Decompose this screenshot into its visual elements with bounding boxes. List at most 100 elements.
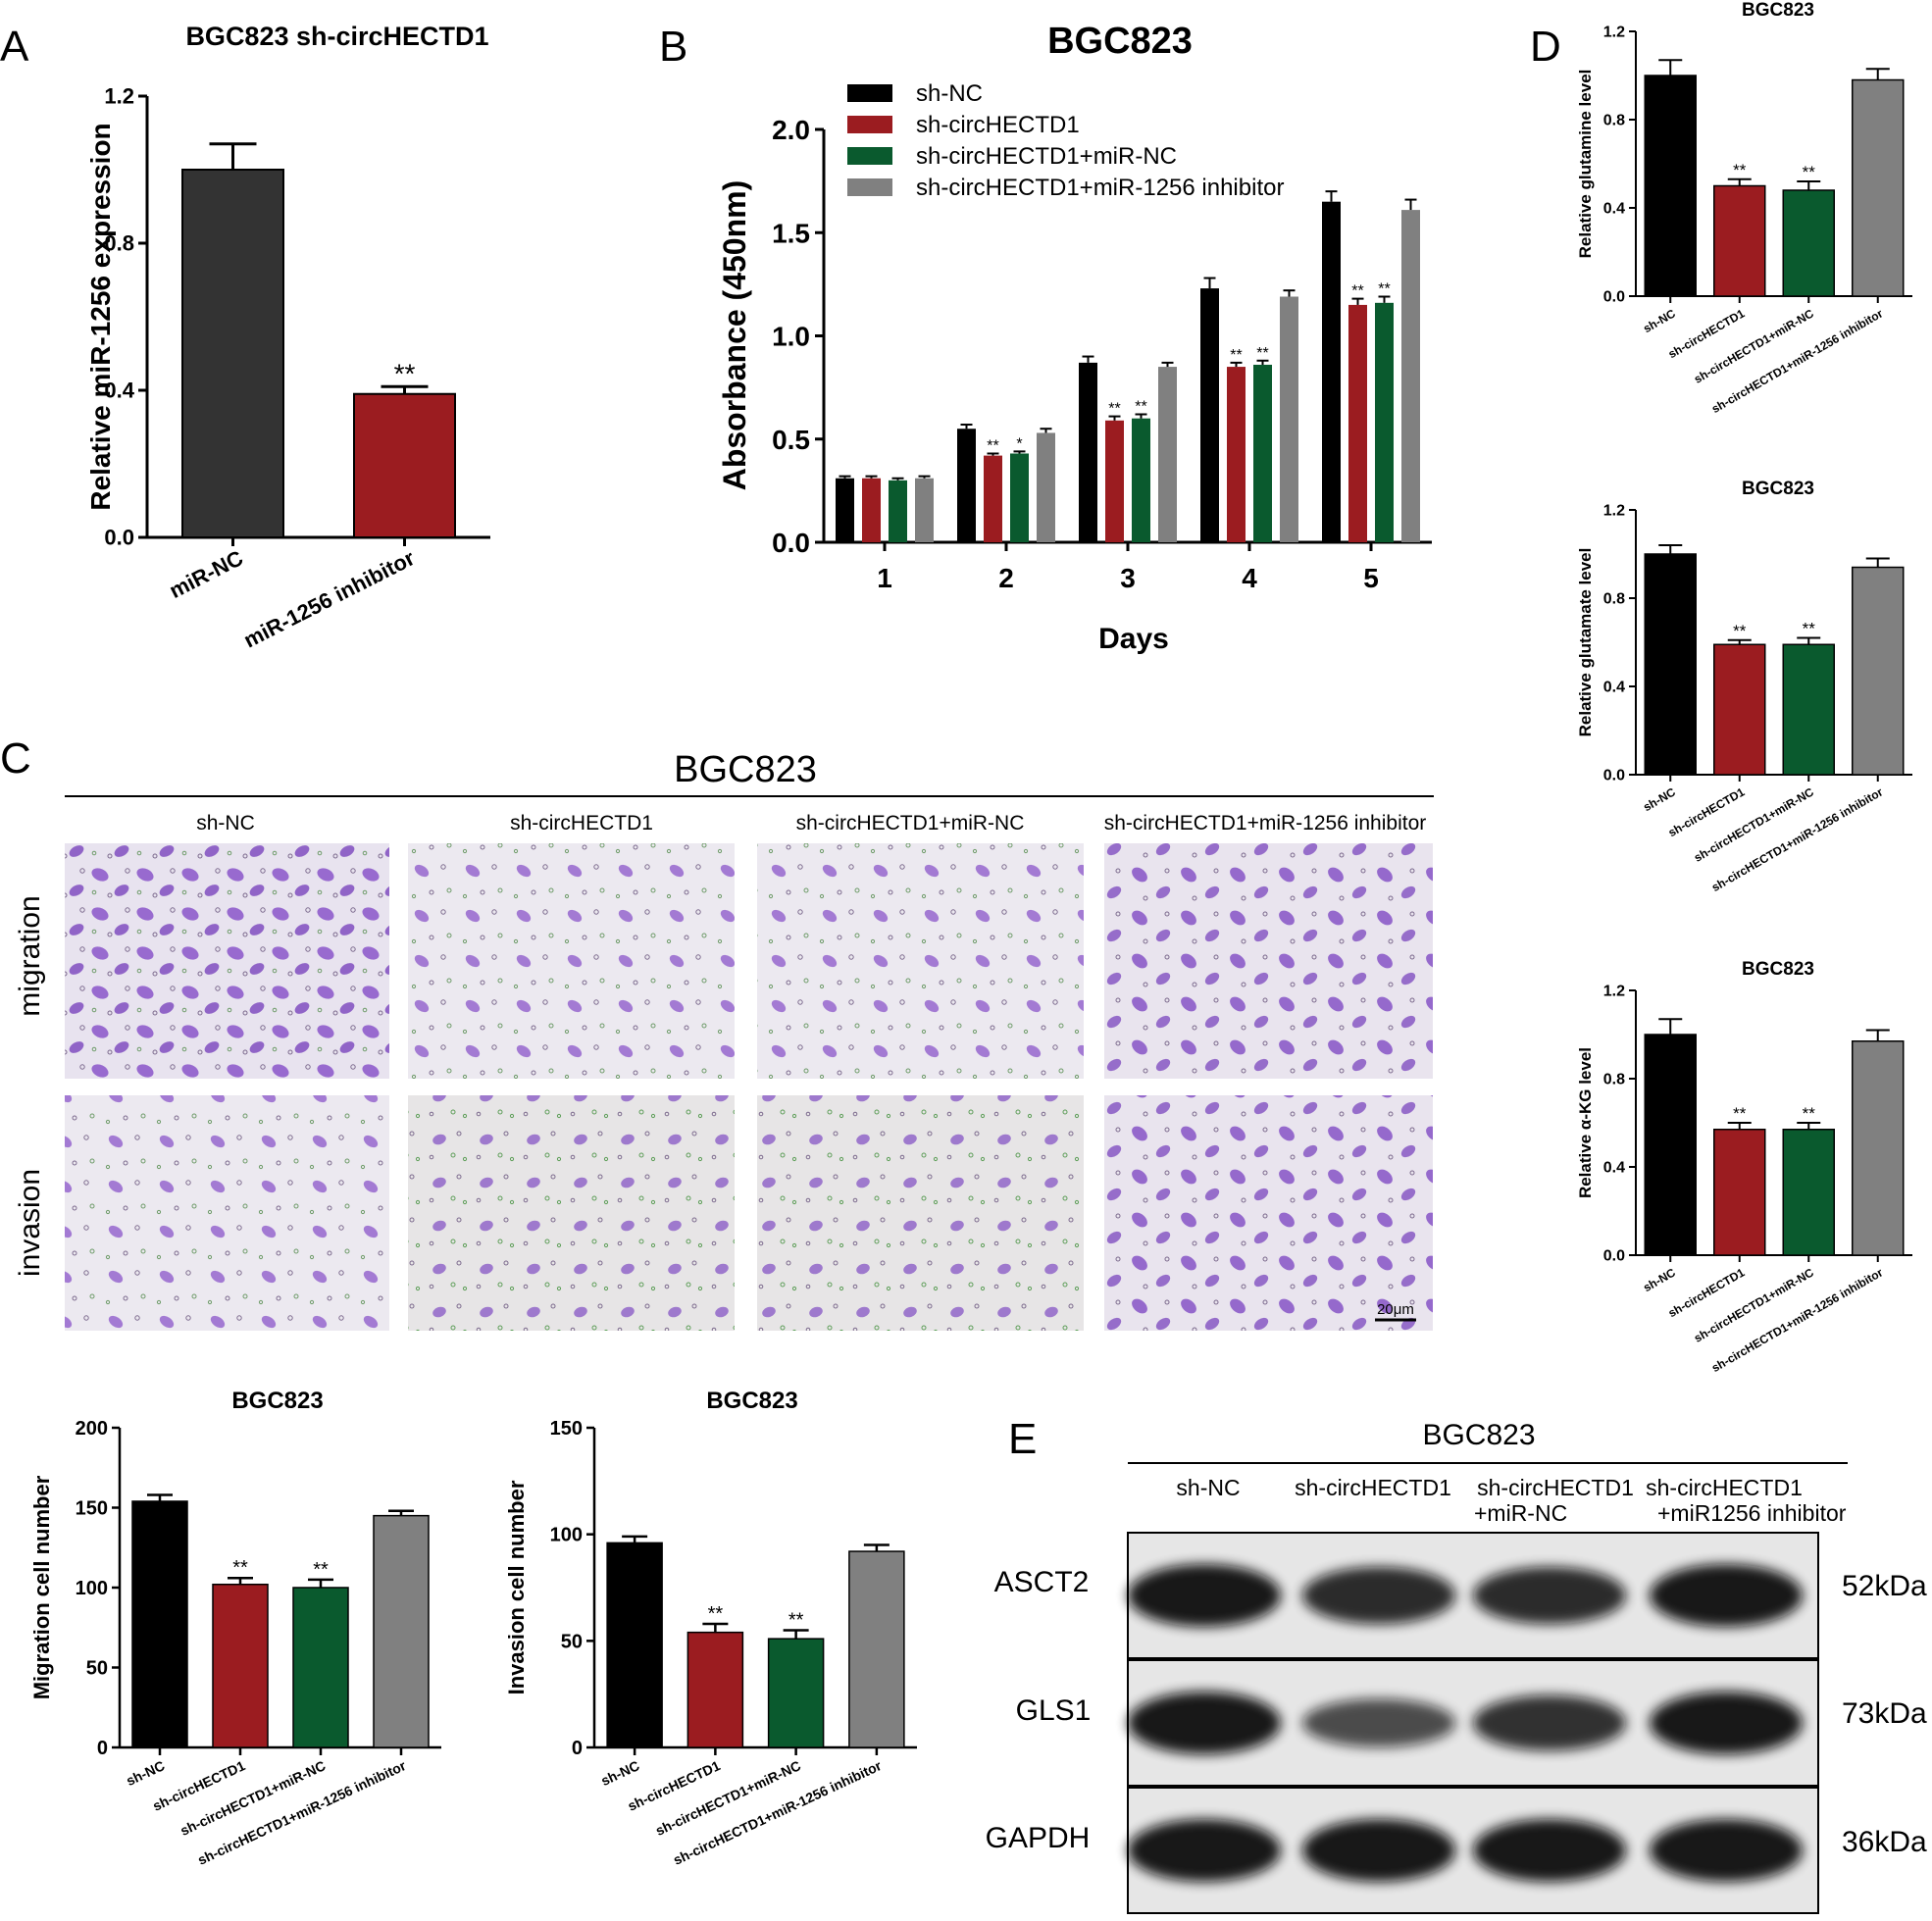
bar-sh-nc: [1644, 1034, 1697, 1256]
legend-label-sh-circhectd1-mir-nc: sh-circHECTD1+miR-NC: [916, 143, 1177, 170]
y-axis-label: Relative miR-1256 expression: [85, 123, 116, 510]
bar-sh-circhectd1-mir-nc-day-2: [1010, 453, 1029, 542]
bar-sh-circhectd1-mir-nc: [1782, 189, 1835, 297]
chart-d-glutamine: BGC823 0.0 0.4 0.8 1.2 Relative glutamine lev…: [1576, 0, 1912, 416]
panel-letter-c: C: [0, 734, 31, 783]
x-tick-label: 3: [1120, 563, 1136, 593]
blot-band-asct2-lane-2: [1302, 1566, 1455, 1625]
bar-sh-circhectd1: [686, 1631, 744, 1748]
y-tick-label: 0.8: [1603, 1072, 1625, 1088]
micrograph-migration-sh-nc: [65, 843, 389, 1079]
bar-sh-circhectd1-mir-1256-inhibitor: [848, 1550, 905, 1748]
bar-sh-circhectd1: [1713, 1129, 1766, 1256]
chart-b-absorbance: BGC823 0.0 0.5 1.0 1.5 2.0 Absorbance (450nm) D…: [717, 21, 1432, 655]
blot-band-gapdh-lane-2: [1302, 1819, 1455, 1882]
legend-label-sh-circhectd1-mir-1256-inhibitor: sh-circHECTD1+miR-1256 inhibitor: [916, 175, 1284, 201]
y-tick-label: 1.2: [1603, 984, 1625, 1000]
y-axis-label: Invasion cell number: [504, 1480, 529, 1694]
y-axis-label: Relative glutamate level: [1576, 548, 1595, 737]
panel-e-title: BGC823: [1422, 1419, 1535, 1451]
significance-marker: **: [1803, 163, 1816, 181]
x-tick-label: 1: [877, 563, 892, 593]
significance-marker: **: [1135, 398, 1146, 415]
chart-title: BGC823: [706, 1388, 797, 1414]
y-tick-label: 0.8: [1603, 113, 1625, 129]
significance-marker: **: [1351, 283, 1363, 300]
y-tick-label: 0.0: [1603, 768, 1625, 784]
y-tick-label: 50: [86, 1658, 108, 1680]
x-tick-label: sh-NC: [1641, 306, 1678, 335]
significance-marker: **: [1803, 1104, 1816, 1123]
bar-sh-nc-day-1: [836, 478, 854, 542]
bar-sh-circhectd1: [1713, 184, 1766, 297]
bar-sh-nc: [1644, 75, 1697, 297]
significance-marker: **: [987, 437, 998, 454]
bar-sh-circhectd1-day-2: [984, 455, 1002, 542]
panel-c-row-label-invasion: invasion: [14, 1169, 46, 1277]
y-tick-label: 0.8: [104, 231, 134, 256]
bar-sh-nc: [131, 1500, 188, 1748]
chart-d-akg: BGC823 0.0 0.4 0.8 1.2 Relative α-KG level sh-…: [1576, 959, 1912, 1375]
panel-letter-b: B: [659, 23, 687, 71]
bar-sh-circhectd1-mir-1256-inhibitor: [1852, 566, 1905, 776]
legend-label-sh-nc: sh-NC: [916, 80, 983, 107]
panel-letter-a: A: [0, 23, 29, 71]
significance-marker: **: [1803, 620, 1816, 638]
bar-sh-circhectd1-mir-nc: [1782, 1129, 1835, 1256]
significance-marker: **: [1733, 1104, 1747, 1123]
bar-sh-circhectd1-mir-1256-inhibitor: [373, 1514, 430, 1748]
bar-sh-circhectd1-day-4: [1227, 367, 1246, 542]
y-tick-label: 0: [572, 1738, 583, 1759]
micrograph-migration-mir1256-inhibitor: [1104, 843, 1433, 1079]
significance-marker: **: [788, 1609, 804, 1631]
bar-sh-circhectd1-mir-nc-day-3: [1132, 418, 1150, 542]
bar-sh-nc: [1644, 553, 1697, 776]
x-tick-label: sh-circHECTD1+miR-NC: [1692, 1265, 1816, 1344]
bar-sh-circhectd1-day-1: [862, 478, 881, 542]
protein-label-asct2: ASCT2: [994, 1566, 1090, 1598]
lane-label-2: sh-circHECTD1: [1295, 1475, 1451, 1500]
chart-title: BGC823: [1742, 959, 1814, 980]
significance-marker: **: [232, 1557, 248, 1579]
blot-band-gls1-lane-1: [1128, 1692, 1281, 1754]
bar-sh-circhectd1-mir-1256-inhibitor-day-5: [1401, 210, 1420, 542]
y-tick-label: 50: [561, 1631, 583, 1652]
bar-sh-circhectd1-mir-1256-inhibitor-day-4: [1280, 296, 1298, 542]
blot-band-asct2-lane-3: [1473, 1566, 1626, 1625]
x-tick-label: 2: [998, 563, 1014, 593]
panel-letter-d: D: [1530, 23, 1561, 71]
chart-title: BGC823: [1742, 479, 1814, 499]
panel-c-col-label-3: sh-circHECTD1+miR-NC: [796, 812, 1025, 834]
lane-label-4: sh-circHECTD1: [1646, 1475, 1803, 1500]
y-tick-label: 2.0: [772, 115, 810, 145]
y-tick-label: 1.2: [1603, 503, 1625, 520]
panel-c-col-label-4: sh-circHECTD1+miR-1256 inhibitor: [1104, 812, 1427, 834]
blot-band-gls1-lane-3: [1473, 1694, 1626, 1751]
chart-title: BGC823: [1742, 0, 1814, 21]
y-tick-label: 0.8: [1603, 591, 1625, 608]
bar-sh-nc: [606, 1542, 663, 1748]
chart-c-migration-count: BGC823 0 50 100 150 200 Migration cell number s…: [29, 1388, 441, 1868]
y-tick-label: 100: [76, 1578, 108, 1599]
bar-sh-nc-day-3: [1079, 362, 1097, 542]
y-tick-label: 0.5: [772, 425, 810, 455]
y-tick-label: 0.0: [772, 528, 810, 558]
y-tick-label: 1.0: [772, 322, 810, 352]
y-tick-label: 1.2: [1603, 25, 1625, 41]
y-tick-label: 0.4: [104, 379, 134, 403]
significance-marker: **: [1733, 622, 1747, 640]
significance-marker: **: [1256, 345, 1268, 362]
bar-sh-nc-day-4: [1200, 288, 1219, 542]
legend-label-sh-circhectd1: sh-circHECTD1: [916, 112, 1080, 138]
bar-sh-circhectd1-mir-nc-day-4: [1253, 364, 1272, 542]
x-tick-label: sh-NC: [598, 1757, 641, 1789]
x-tick-label: miR-NC: [166, 545, 247, 603]
bar-sh-circhectd1: [1713, 643, 1766, 776]
y-tick-label: 0.4: [1603, 201, 1625, 218]
significance-marker: *: [1016, 435, 1022, 452]
chart-d-glutamate: BGC823 0.0 0.4 0.8 1.2 Relative glutamate lev…: [1576, 479, 1912, 894]
lane-label-3: sh-circHECTD1: [1477, 1475, 1634, 1500]
x-tick-label: sh-circHECTD1+miR-NC: [1692, 306, 1816, 385]
micrograph-invasion-mir-nc: [757, 1095, 1084, 1331]
